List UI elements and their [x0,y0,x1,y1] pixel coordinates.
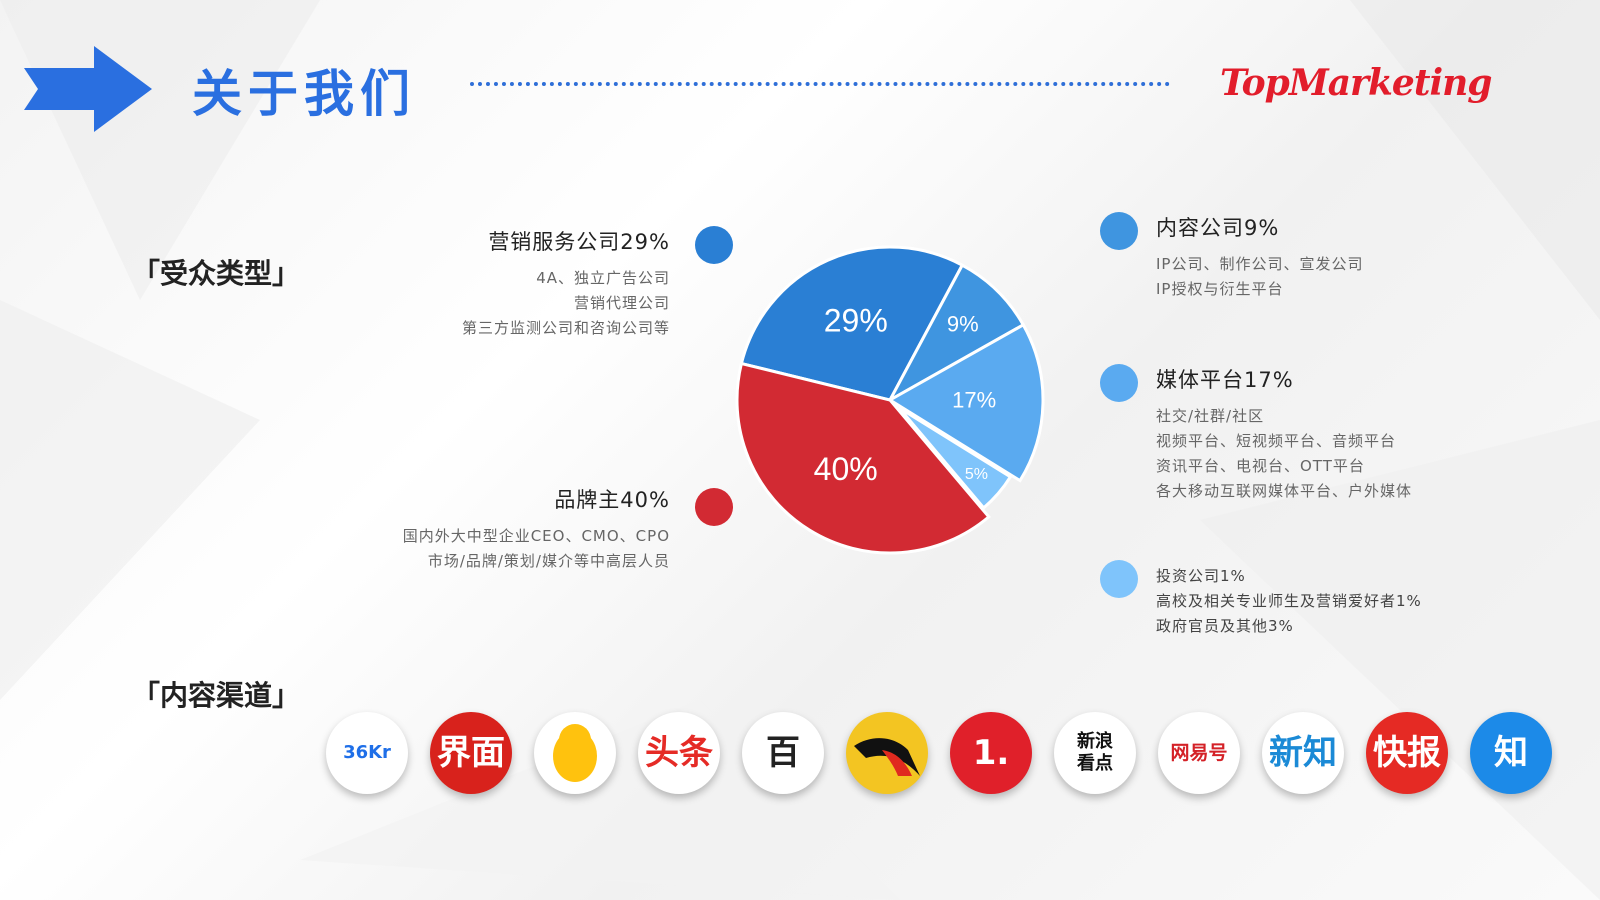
jiemian-icon[interactable]: 界面 [430,712,512,794]
zhihu-label: 知 [1494,733,1528,773]
legend-media-dot [1100,364,1138,402]
audience-pie-chart: 29% 9% 17% 5% 40% [735,245,1045,555]
yidian-label: 1. [972,733,1010,773]
legend-other: 投资公司1% 高校及相关专业师生及营销爱好者1% 政府官员及其他3% [1156,564,1422,639]
36kr-icon[interactable]: 36Kr [326,712,408,794]
wangyihao-label: 网易号 [1170,741,1228,764]
legend-content: 内容公司9% IP公司、制作公司、宣发公司 IP授权与衍生平台 [1156,212,1363,302]
channels-section-label: 「内容渠道」 [132,679,301,712]
header-divider [470,82,1170,86]
page-title: 关于我们 [192,65,416,123]
legend-other-line: 政府官员及其他3% [1156,617,1294,635]
legend-media-line: 各大移动互联网媒体平台、户外媒体 [1156,482,1413,500]
legend-media-line: 社交/社群/社区 [1156,407,1265,425]
sina-kandian-icon[interactable]: 新浪看点 [1054,712,1136,794]
jiemian-label: 界面 [437,733,505,773]
pie-slice-label: 5% [965,466,988,483]
36kr-label: 36Kr [343,742,391,763]
channel-logos: 36Kr 界面 头条 百 1. 新浪看点 网易号 新知 快报 知 [326,712,1576,802]
legend-media-line: 资讯平台、电视台、OTT平台 [1156,457,1365,475]
pie-slice-label: 17% [952,388,996,413]
legend-media: 媒体平台17% 社交/社群/社区 视频平台、短视频平台、音频平台 资讯平台、电视… [1156,364,1412,504]
legend-media-line: 视频平台、短视频平台、音频平台 [1156,432,1397,450]
qq-penguin-icon[interactable] [534,712,616,794]
legend-marketing-line: 4A、独立广告公司 [536,269,670,287]
baijiahao-icon[interactable]: 百 [742,712,824,794]
audience-section-label: 「受众类型」 [132,257,301,290]
pie-slice-label: 9% [947,311,979,336]
pie-slice [739,245,965,402]
baijiahao-label: 百 [766,733,800,773]
pie-slice-label: 29% [824,303,888,339]
kuaibao-label: 快报 [1373,733,1441,773]
legend-other-line: 高校及相关专业师生及营销爱好者1% [1156,592,1422,610]
sohu-icon[interactable] [846,712,928,794]
legend-other-line: 投资公司1% [1156,567,1246,585]
legend-content-line: IP公司、制作公司、宣发公司 [1156,255,1364,273]
wangyihao-icon[interactable]: 网易号 [1158,712,1240,794]
toutiao-label: 头条 [645,733,713,773]
legend-content-dot [1100,212,1138,250]
toutiao-icon[interactable]: 头条 [638,712,720,794]
pie-slice [886,263,1026,404]
xinzhi-label: 新知 [1269,733,1337,773]
legend-marketing: 营销服务公司29% 4A、独立广告公司 营销代理公司 第三方监测公司和咨询公司等 [462,226,670,341]
pie-slice [887,322,1045,483]
legend-brand-line: 市场/品牌/策划/媒介等中高层人员 [427,552,670,570]
legend-media-title: 媒体平台17% [1156,368,1294,392]
arrow-right-icon [24,46,152,132]
legend-marketing-line: 第三方监测公司和咨询公司等 [461,319,670,337]
legend-marketing-line: 营销代理公司 [573,294,670,312]
zhihu-icon[interactable]: 知 [1470,712,1552,794]
legend-content-title: 内容公司9% [1156,216,1280,240]
pie-slice [735,361,991,555]
legend-brand-line: 国内外大中型企业CEO、CMO、CPO [402,527,670,545]
pie-slice [897,406,1013,510]
pie-slice-label: 40% [814,451,878,487]
yidian-icon[interactable]: 1. [950,712,1032,794]
topmarketing-logo: TopMarketing [1220,62,1492,104]
legend-other-dot [1100,560,1138,598]
legend-content-line: IP授权与衍生平台 [1156,280,1284,298]
legend-marketing-title: 营销服务公司29% [488,230,670,254]
sina-kandian-label: 新浪看点 [1077,731,1113,774]
kuaibao-icon[interactable]: 快报 [1366,712,1448,794]
xinzhi-icon[interactable]: 新知 [1262,712,1344,794]
legend-brand-title: 品牌主40% [554,488,670,512]
legend-brand: 品牌主40% 国内外大中型企业CEO、CMO、CPO 市场/品牌/策划/媒介等中… [403,484,670,574]
legend-marketing-dot [695,226,733,264]
legend-brand-dot [695,488,733,526]
